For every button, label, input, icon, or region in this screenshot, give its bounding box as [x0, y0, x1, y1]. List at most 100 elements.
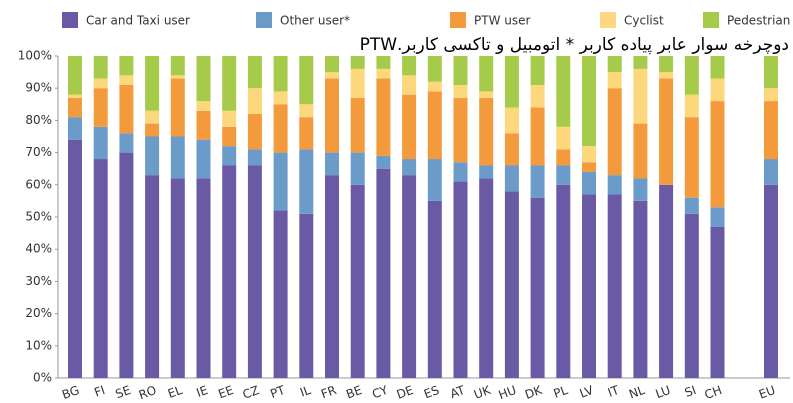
- bar-segment: [145, 136, 160, 176]
- bar-segment: [299, 117, 314, 150]
- bar-segment: [530, 197, 545, 378]
- bar-segment: [659, 56, 674, 73]
- legend-swatch: [450, 12, 466, 28]
- bar-segment: [504, 191, 519, 378]
- bar-segment: [273, 91, 288, 105]
- bar-segment: [684, 117, 699, 198]
- bar-segment: [427, 56, 442, 82]
- x-tick-label: FI: [92, 383, 107, 400]
- bar-segment: [402, 94, 417, 160]
- bar-segment: [68, 56, 82, 95]
- y-tick-label: 0%: [33, 371, 52, 385]
- x-tick-label: CZ: [241, 383, 261, 402]
- bar-segment: [453, 56, 468, 85]
- bar-segment: [530, 165, 545, 198]
- bar-segment: [145, 175, 160, 378]
- x-tick-label: DK: [523, 383, 545, 402]
- bar-segment: [764, 184, 778, 378]
- bar-segment: [710, 56, 725, 79]
- bar-segment: [607, 56, 622, 73]
- bar-segment: [710, 226, 725, 378]
- bar-segment: [222, 110, 237, 127]
- bar-segment: [145, 123, 160, 137]
- x-tick-label: IE: [194, 383, 209, 400]
- y-tick-label: 100%: [18, 49, 52, 63]
- x-tick-label: AT: [448, 383, 467, 401]
- bar-segment: [504, 56, 519, 108]
- bar-segment: [325, 78, 339, 153]
- bar-segment: [350, 68, 365, 98]
- bar-segment: [196, 110, 211, 140]
- y-tick-label: 60%: [25, 177, 52, 191]
- x-tick-label: RO: [137, 383, 159, 402]
- bar-segment: [299, 213, 314, 378]
- bar-segment: [299, 149, 314, 214]
- x-tick-label: EU: [757, 383, 777, 402]
- bar-segment: [325, 175, 339, 378]
- bar-segment: [607, 194, 622, 378]
- bar-segment: [93, 88, 108, 127]
- bar-segment: [325, 72, 339, 79]
- x-tick-label: CH: [703, 383, 724, 402]
- bar-segment: [93, 126, 108, 160]
- bar-segment: [222, 146, 237, 166]
- bar-segment: [479, 97, 494, 166]
- bar-segment: [659, 78, 674, 185]
- x-tick-label: PL: [552, 383, 570, 401]
- bar-segment: [556, 56, 571, 127]
- bar-segment: [350, 97, 365, 153]
- bar-segment: [402, 56, 417, 76]
- x-tick-label: SE: [114, 383, 133, 401]
- bar-segment: [196, 56, 211, 102]
- bar-segment: [479, 56, 494, 92]
- bar-segment: [633, 68, 648, 124]
- bar-segment: [633, 56, 648, 69]
- bar-segment: [273, 104, 288, 153]
- bar-segment: [299, 104, 314, 118]
- x-tick-label: LU: [654, 383, 673, 401]
- bar-segment: [659, 72, 674, 79]
- bar-segment: [350, 152, 365, 185]
- bar-segment: [556, 165, 571, 185]
- bar-segment: [196, 101, 211, 111]
- bar-segment: [427, 200, 442, 378]
- bar-segment: [504, 165, 519, 192]
- x-tick-label: UK: [472, 383, 493, 402]
- bar-segment: [93, 159, 108, 378]
- bar-segment: [145, 56, 160, 111]
- x-tick-label: LV: [578, 383, 596, 401]
- y-tick-label: 80%: [25, 113, 52, 127]
- bar-segment: [582, 171, 596, 195]
- x-tick-label: EL: [166, 383, 184, 401]
- bar-segment: [453, 162, 468, 182]
- bar-segment: [376, 78, 391, 156]
- x-tick-label: SI: [683, 383, 698, 400]
- bar-segment: [710, 101, 725, 208]
- bar-segment: [582, 194, 596, 378]
- bar-segment: [350, 56, 365, 69]
- bar-segment: [376, 168, 391, 378]
- bar-segment: [196, 139, 211, 179]
- bar-segment: [427, 81, 442, 92]
- bar-segment: [93, 78, 108, 89]
- bar-segment: [453, 84, 468, 98]
- x-tick-label: EE: [216, 383, 235, 401]
- bar-segment: [222, 126, 237, 147]
- bar-segment: [479, 178, 494, 378]
- bar-segment: [119, 56, 134, 76]
- bar-segment: [710, 207, 725, 227]
- bar-segment: [582, 146, 596, 163]
- bar-segment: [684, 213, 699, 378]
- x-tick-label: NL: [627, 383, 647, 402]
- bar-segment: [402, 159, 417, 176]
- bar-segment: [659, 184, 674, 378]
- bar-segment: [633, 200, 648, 378]
- bar-segment: [247, 56, 262, 89]
- bar-segment: [273, 210, 288, 378]
- bar-segment: [196, 178, 211, 378]
- y-tick-label: 50%: [25, 210, 52, 224]
- bar-segment: [119, 152, 134, 378]
- bar-segment: [299, 56, 314, 105]
- y-tick-label: 40%: [25, 242, 52, 256]
- bar-segment: [170, 56, 185, 76]
